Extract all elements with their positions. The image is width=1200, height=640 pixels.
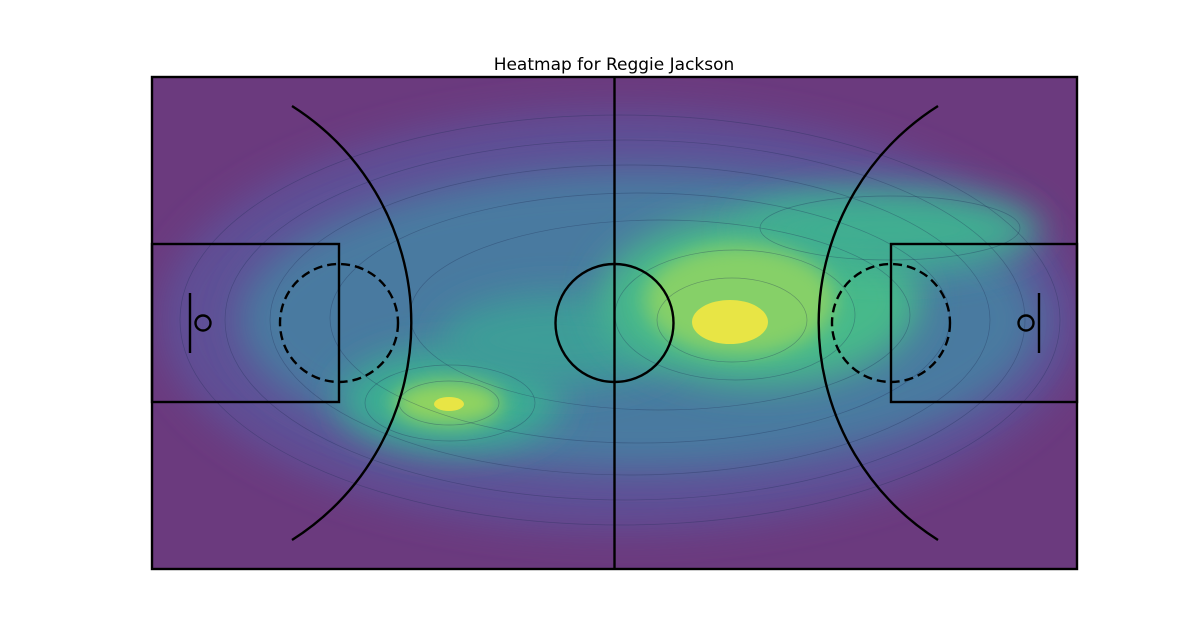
chart-title: Heatmap for Reggie Jackson bbox=[494, 55, 735, 75]
left-free-throw-circle bbox=[278, 262, 400, 384]
contour-8 bbox=[364, 364, 536, 442]
contour-3 bbox=[269, 164, 991, 476]
right-free-throw-circle bbox=[830, 262, 952, 384]
center-circle bbox=[554, 262, 675, 384]
density-peak-left bbox=[434, 397, 464, 411]
right-hoop bbox=[1017, 314, 1035, 332]
density-peak-right bbox=[692, 300, 768, 344]
density-high-right bbox=[645, 245, 835, 355]
contour-2 bbox=[224, 139, 1026, 501]
plot-area bbox=[152, 77, 1077, 569]
density-upper-right bbox=[740, 190, 1040, 270]
right-three-point-arc bbox=[817, 104, 939, 542]
left-key bbox=[150, 242, 341, 404]
contour-1 bbox=[179, 114, 1061, 526]
right-key bbox=[889, 242, 1079, 404]
contour-7 bbox=[656, 277, 808, 363]
left-three-point-arc bbox=[291, 104, 413, 542]
left-hoop bbox=[194, 314, 212, 332]
court-lines bbox=[150, 75, 1079, 571]
density-layers bbox=[160, 110, 1077, 530]
